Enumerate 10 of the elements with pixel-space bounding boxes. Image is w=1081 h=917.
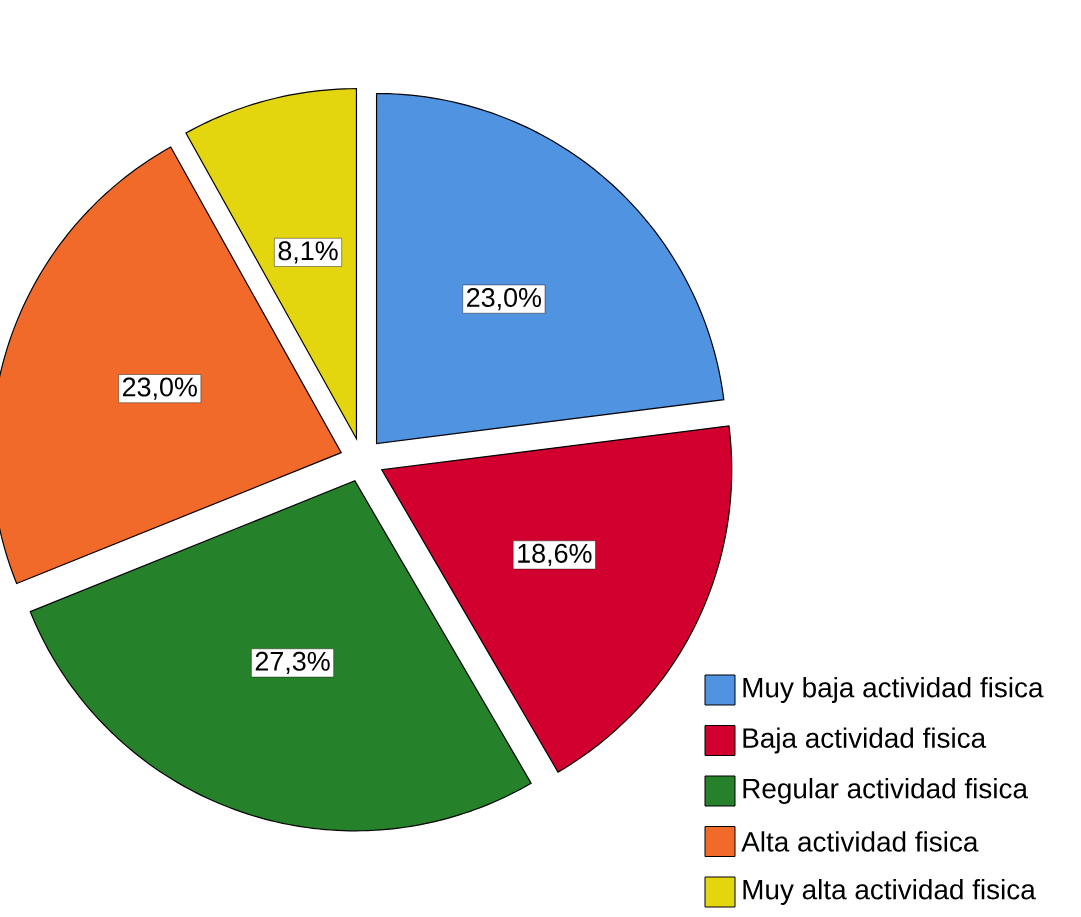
data-label: 18,6%: [518, 543, 592, 567]
data-label: 8,1%: [278, 241, 338, 264]
data-label: 23,0%: [467, 287, 542, 311]
data-label: 27,3%: [255, 651, 330, 675]
legend-label: Muy alta actividad fisica: [743, 879, 1036, 905]
legend-label: Baja actividad fisica: [743, 727, 987, 754]
legend-label: Alta actividad fisica: [741, 831, 979, 852]
legend-label: Regular actividad fisica: [743, 778, 1028, 804]
data-label: 23,0%: [122, 377, 197, 400]
legend-label: Muy baja actividad fisica: [743, 677, 1044, 703]
